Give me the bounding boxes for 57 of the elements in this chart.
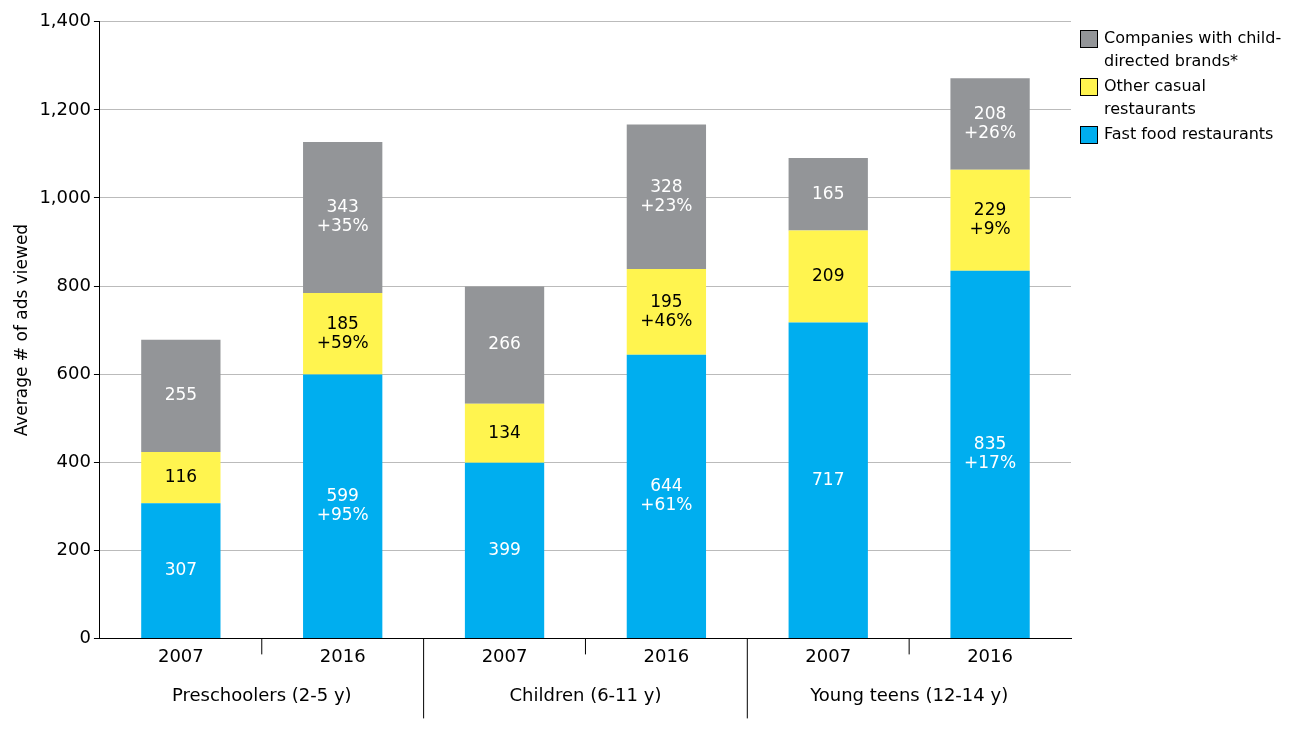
data-label: 835 +17%	[964, 433, 1017, 473]
bar	[950, 78, 1030, 170]
y-tick-label: 400	[56, 449, 91, 471]
text: Young teens (12-14 y)	[809, 684, 1009, 706]
bar	[464, 403, 545, 463]
data-label: 134	[488, 421, 521, 442]
bar	[788, 230, 868, 323]
text: Children (6-11 y)	[509, 684, 662, 706]
data-label: 266	[488, 333, 521, 354]
data-label: 328 +23%	[640, 175, 693, 215]
data-label: 255	[164, 384, 198, 405]
bar	[141, 503, 221, 638]
data-label: 343 +35%	[316, 196, 369, 236]
y-tick-label: 1,200	[39, 97, 91, 119]
bar	[141, 339, 221, 453]
bar	[303, 293, 383, 375]
legend-label: Fast food restaurants	[1104, 123, 1274, 145]
x-tick-label: 2007	[157, 644, 204, 666]
text: Preschoolers (2-5 y)	[171, 684, 352, 706]
y-tick-label: 600	[56, 361, 91, 383]
y-axis-title: Average # of ads viewed	[10, 223, 31, 437]
bar	[303, 374, 383, 638]
bar	[950, 169, 1030, 271]
x-tick-label: 2016	[967, 644, 1013, 666]
bar	[626, 354, 707, 638]
data-label: 195 +46%	[640, 290, 693, 330]
data-label: 116	[164, 466, 198, 487]
bar	[464, 286, 545, 404]
x-tick-label: 2007	[805, 644, 852, 666]
x-tick-label: 2016	[319, 644, 366, 666]
y-tick-label: 0	[79, 626, 91, 648]
bar	[788, 322, 868, 638]
y-tick-label: 1,400	[39, 9, 91, 31]
bar	[464, 462, 545, 638]
x-tick-label: 2016	[643, 644, 690, 666]
y-tick-label: 800	[56, 273, 91, 295]
data-label: 229 +9%	[969, 199, 1011, 239]
bar	[626, 124, 707, 269]
bar	[141, 452, 221, 504]
bar	[626, 268, 707, 355]
data-label: 165	[812, 182, 845, 203]
y-tick-label: 200	[56, 537, 91, 559]
bar	[303, 142, 383, 294]
legend-label: Companies with child-directed brands*	[1104, 27, 1283, 72]
legend-label: Other casual restaurants	[1104, 75, 1207, 120]
data-label: 599 +95%	[316, 485, 369, 525]
bar	[788, 157, 868, 231]
data-label: 644 +61%	[640, 475, 693, 515]
data-label: 208 +26%	[964, 102, 1017, 142]
data-label: 307	[164, 558, 198, 579]
x-tick-label: 2007	[481, 644, 528, 666]
data-label: 185 +59%	[316, 312, 369, 352]
data-label: 399	[488, 538, 521, 559]
y-tick-label: 1,000	[39, 185, 91, 207]
data-label: 209	[812, 265, 845, 286]
data-label: 717	[812, 468, 845, 489]
bar	[950, 270, 1030, 638]
